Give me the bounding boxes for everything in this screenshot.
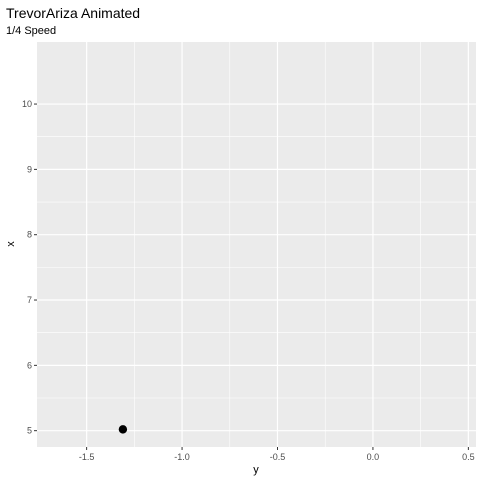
x-axis-title: y (253, 464, 259, 476)
y-tick-label: 6 (27, 360, 32, 370)
chart-title: TrevorAriza Animated (6, 5, 140, 21)
chart-subtitle: 1/4 Speed (6, 25, 56, 37)
y-tick-label: 5 (27, 426, 32, 436)
y-axis-title: x (5, 241, 17, 247)
x-tick-label: -1.5 (79, 452, 95, 462)
y-tick-label: 10 (22, 99, 32, 109)
y-tick-label: 9 (27, 164, 32, 174)
y-tick-label: 7 (27, 295, 32, 305)
plot-panel (37, 42, 476, 447)
x-axis-ticks: -1.5 -1.0 -0.5 0.0 0.5 (79, 447, 475, 462)
data-points (119, 425, 127, 433)
x-tick-label: -0.5 (270, 452, 286, 462)
y-axis-ticks: 5 6 7 8 9 10 (22, 99, 37, 436)
x-tick-label: -1.0 (174, 452, 190, 462)
x-tick-label: 0.0 (367, 452, 380, 462)
x-tick-label: 0.5 (462, 452, 475, 462)
data-point (119, 425, 127, 433)
y-tick-label: 8 (27, 230, 32, 240)
